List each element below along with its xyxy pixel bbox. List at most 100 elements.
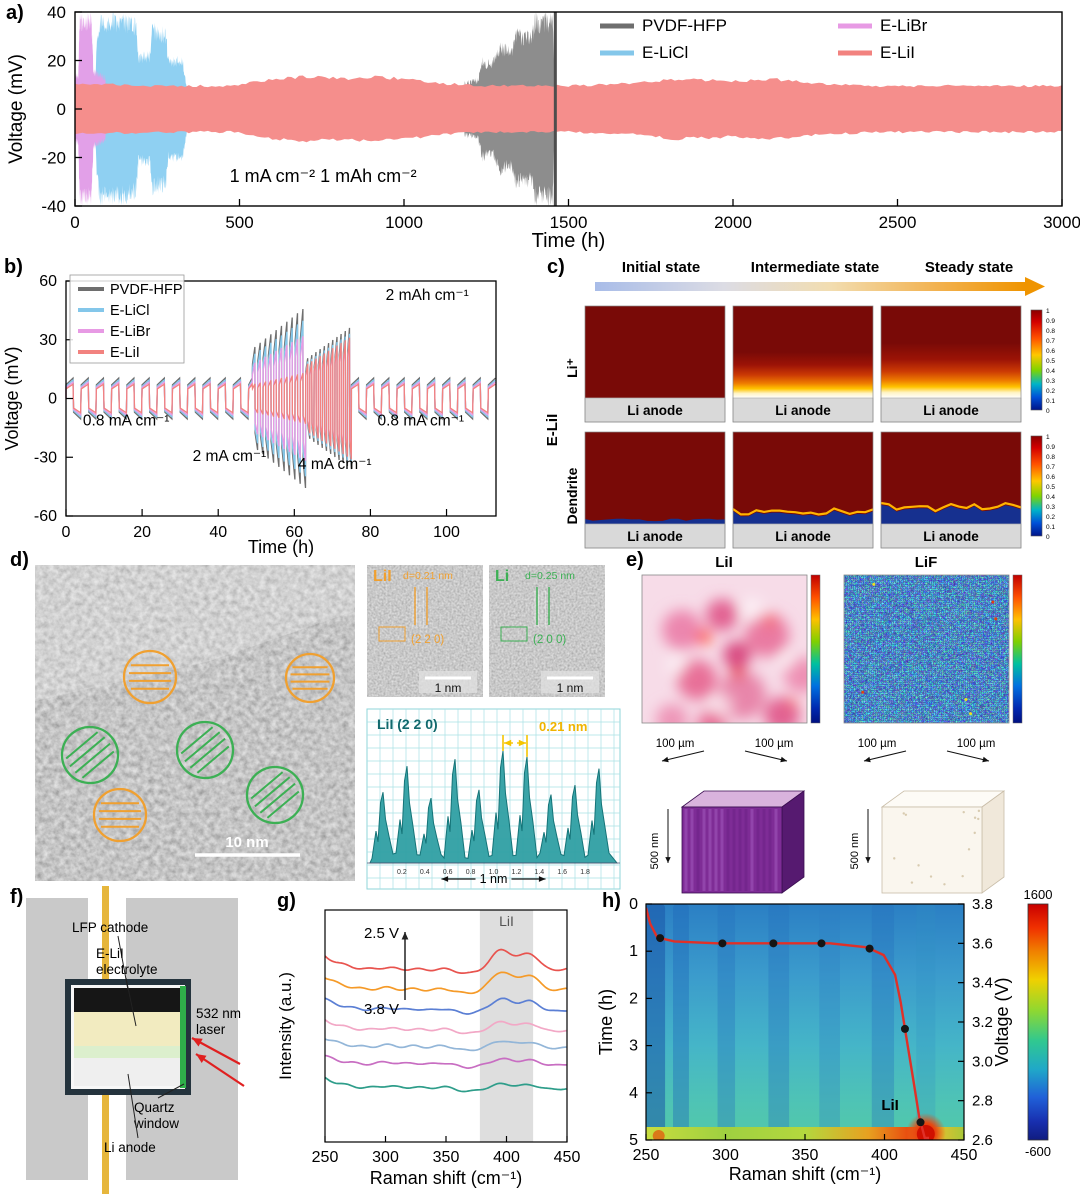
measure-label: 0.21 nm xyxy=(539,719,587,734)
row-label-dendrite: Dendrite xyxy=(564,467,580,524)
raman-curve xyxy=(324,971,567,995)
anode-label: Li anode xyxy=(923,403,979,418)
colorbar xyxy=(1030,435,1043,537)
panel-a-annotation: 1 mA cm⁻² 1 mAh cm⁻² xyxy=(230,166,417,186)
raman-curve xyxy=(324,1038,567,1052)
time-tick: 3 xyxy=(629,1038,638,1055)
li-anode-layer xyxy=(74,1058,182,1086)
voltage-tick: 3.4 xyxy=(972,975,993,992)
inset-title: LiI xyxy=(373,568,392,585)
sims-map-lii xyxy=(642,575,807,723)
panel-b-annotation: 2 mA cm⁻¹ xyxy=(193,448,267,465)
scale-bar-label: 1 nm xyxy=(435,681,462,695)
panel-h-xtick: 250 xyxy=(633,1147,660,1164)
lfp-cathode-layer xyxy=(74,988,182,1012)
panel-a-xtick: 3000 xyxy=(1043,213,1080,232)
panel-g-xtick: 400 xyxy=(493,1149,520,1166)
panel-g-xtick: 250 xyxy=(312,1149,339,1166)
cathode-label: LFP cathode xyxy=(72,920,148,935)
voltage-dot xyxy=(769,939,778,948)
anode-label: Li anode xyxy=(775,529,831,544)
panel-b-rate-chart: 0 20 40 60 80 100 -60 -30 0 30 60 PVDF-HFP E-LiCl E-L… xyxy=(2,273,497,557)
panel-a-xtick: 2000 xyxy=(714,213,752,232)
panel-g-label: g) xyxy=(277,890,296,912)
colorbar-tick: 0.2 xyxy=(1046,388,1055,395)
panel-e-sims: LiI LiF 100 µm 100 µm 100 µm 100 µm 500 nm 500 … xyxy=(641,554,1023,894)
tem-inset: Li d=0.25 nm (2 0 0) 1 nm xyxy=(489,565,605,697)
colorbar-tick: 1 xyxy=(1046,308,1050,315)
panel-b-curves xyxy=(65,308,496,489)
legend-label: E-LiI xyxy=(880,43,915,62)
voltage-tick: 3.2 xyxy=(972,1014,993,1031)
scale-label: 100 µm xyxy=(656,738,695,750)
colorbar-tick: 0.7 xyxy=(1046,338,1055,345)
window-label: window xyxy=(133,1116,179,1131)
raman-curve xyxy=(324,1076,567,1093)
panel-c-simulation: Initial state Intermediate state Steady st… xyxy=(544,259,1055,549)
scale-bar-label: 10 nm xyxy=(225,834,268,851)
state-label: Intermediate state xyxy=(751,259,879,276)
lii-annotation: LiI xyxy=(881,1097,899,1114)
anode-label: Li anode xyxy=(923,529,979,544)
profile-xtick: 1.0 xyxy=(489,869,499,876)
group-label: E-LiI xyxy=(544,414,561,447)
legend-label: PVDF-HFP xyxy=(642,16,727,35)
panel-b-xtick: 40 xyxy=(209,524,227,541)
panel-b-annotation: 0.8 mA cm⁻¹ xyxy=(83,413,170,430)
lattice-circle xyxy=(122,649,178,705)
colorbar-tick: 0.6 xyxy=(1046,474,1055,481)
profile-xtick: 1.2 xyxy=(512,869,522,876)
colorbar-tick: 0.6 xyxy=(1046,348,1055,355)
raman-curve xyxy=(324,1054,567,1069)
raman-curve xyxy=(324,1019,567,1035)
panel-b-xlabel: Time (h) xyxy=(248,537,314,557)
colorbar-tick: 0.3 xyxy=(1046,378,1055,385)
curve-E-LiI xyxy=(65,337,496,460)
panel-a-bands xyxy=(75,12,1062,206)
voltage-tick: 2.8 xyxy=(972,1093,993,1110)
sim-map: Li anode xyxy=(732,431,874,549)
panel-h-ylabel-left: Time (h) xyxy=(598,989,616,1055)
voltage-tick: 3.8 xyxy=(972,896,993,913)
panel-h-ylabel-right: Voltage (V) xyxy=(992,977,1012,1066)
legend-label: E-LiBr xyxy=(880,16,928,35)
legend-label: PVDF-HFP xyxy=(110,282,183,298)
panel-a-legend: PVDF-HFP E-LiCl E-LiBr E-LiI xyxy=(600,16,928,62)
voltage-dot xyxy=(656,934,665,943)
lattice-circle xyxy=(175,720,235,780)
panel-g-xtick: 450 xyxy=(554,1149,581,1166)
electrolyte-layer xyxy=(74,1012,182,1046)
profile-xtick: 1.4 xyxy=(534,869,544,876)
interface-layer xyxy=(74,1046,182,1058)
anode-label: Li anode xyxy=(775,403,831,418)
colorbar-tick: 0.4 xyxy=(1046,494,1055,501)
panel-h-xtick: 450 xyxy=(951,1147,978,1164)
colorbar-tick: 0.4 xyxy=(1046,368,1055,375)
colorbar-max: 1600 xyxy=(1024,887,1053,902)
state-label: Initial state xyxy=(622,259,700,276)
map-title-lii: LiI xyxy=(715,554,733,571)
time-tick: 2 xyxy=(629,990,638,1007)
colorbar xyxy=(1012,574,1023,724)
colorbar-tick: 0.5 xyxy=(1046,358,1055,365)
lii-band xyxy=(479,910,534,1142)
depth-label: 500 nm xyxy=(849,833,861,870)
panel-g-ylabel: Intensity (a.u.) xyxy=(276,972,295,1080)
d-spacing-label: d=0.25 nm xyxy=(525,570,575,582)
panel-a-xtick: 1500 xyxy=(550,213,588,232)
panel-h-xtick: 300 xyxy=(712,1147,739,1164)
sim-map: Li anode xyxy=(732,305,874,423)
tem-image: 10 nm xyxy=(35,565,355,881)
panel-b-ytick: -60 xyxy=(34,508,57,525)
colorbar-tick: 0.9 xyxy=(1046,318,1055,325)
voltage-dot xyxy=(718,939,727,948)
colorbar-tick: 0.7 xyxy=(1046,464,1055,471)
colorbar-tick: 0.2 xyxy=(1046,514,1055,521)
panel-a-xtick: 2500 xyxy=(879,213,917,232)
panel-b-ytick: 30 xyxy=(39,332,57,349)
panel-c-label: c) xyxy=(547,256,565,278)
profile-xtick: 0.6 xyxy=(443,869,453,876)
time-tick: 5 xyxy=(629,1132,638,1149)
state-arrow xyxy=(595,282,1025,291)
